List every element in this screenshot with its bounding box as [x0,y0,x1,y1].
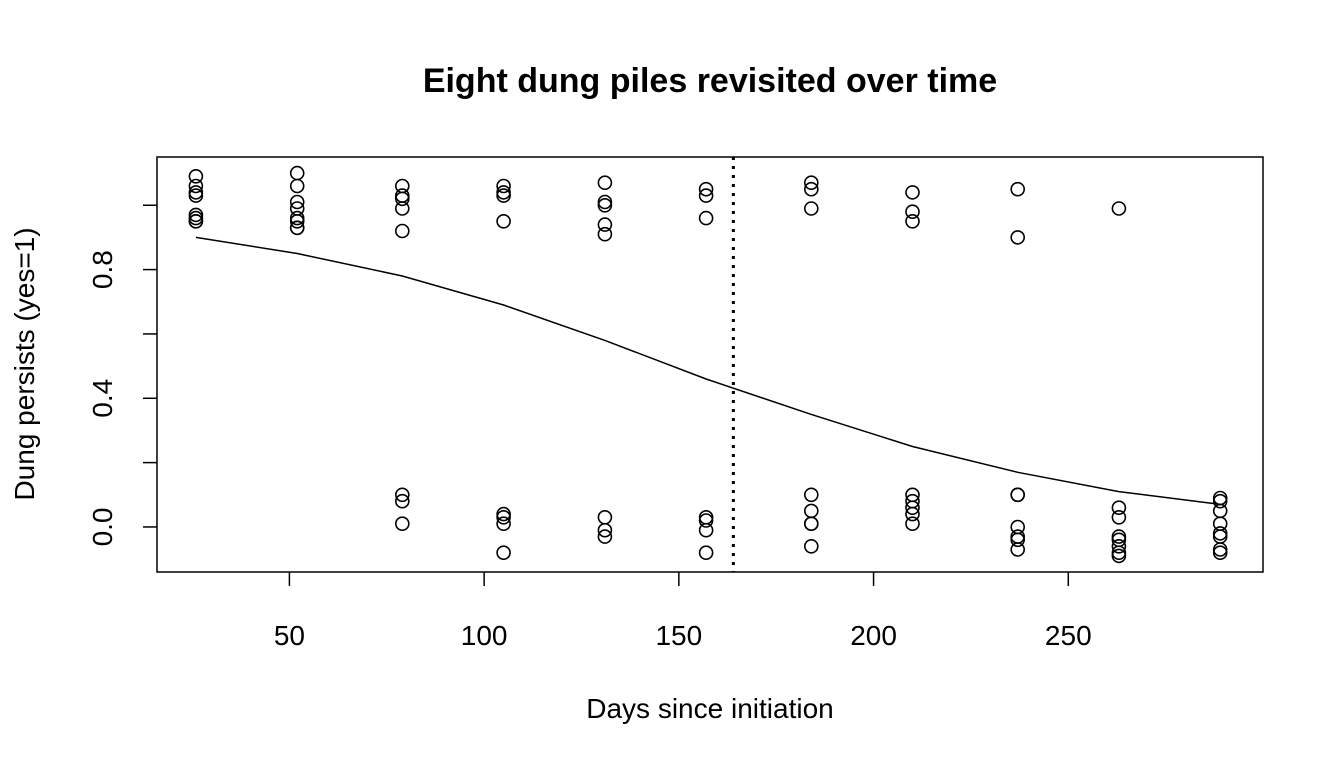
chart-title: Eight dung piles revisited over time [423,62,997,100]
data-point [698,181,714,197]
y-axis-label: Dung persists (yes=1) [9,227,40,500]
data-point [905,516,920,532]
fit-curve [195,236,1221,506]
data-point [496,545,511,561]
data-point [1212,503,1228,519]
data-point [1111,201,1127,216]
data-point [1010,487,1026,503]
plot-frame [156,156,1264,573]
data-point [496,178,511,194]
data-point [1010,542,1026,557]
data-point [188,188,204,203]
data-point [698,522,714,538]
data-point [1111,548,1127,564]
data-point [1010,181,1026,197]
data-point [698,188,714,203]
data-point [1212,493,1228,509]
data-point [803,538,819,554]
x-axis-label: Days since initiation [586,693,833,724]
data-point [803,201,819,216]
data-point [597,509,613,525]
x-tick-label: 200 [850,620,897,651]
data-point [496,214,511,229]
data-point [1111,500,1127,516]
y-tick-label: 0.0 [87,507,118,546]
x-tick-label: 150 [655,620,702,651]
data-point [289,165,305,181]
data-point [698,509,714,525]
data-point [905,500,920,516]
data-point [496,188,511,203]
data-point [597,522,613,538]
x-tick-label: 100 [461,620,508,651]
data-point [394,223,410,239]
data-point [289,194,305,210]
data-point [803,503,819,519]
data-point [698,545,714,561]
data-point [394,516,410,532]
data-point [1212,526,1228,541]
data-point [905,204,920,219]
data-point [597,226,613,242]
plot-layer [188,157,1228,572]
data-point [1010,230,1026,245]
data-point [394,487,410,503]
y-tick-label: 0.4 [87,379,118,418]
data-point [188,214,204,229]
data-point [394,493,410,509]
data-point [597,529,613,544]
x-axis: 50 100 150 200 250 [274,572,1092,651]
data-point [496,509,511,525]
data-point [597,175,613,190]
data-point [597,217,613,232]
data-point [905,185,920,200]
data-point [1212,490,1228,506]
x-tick-label: 250 [1045,620,1092,651]
data-point [803,516,819,532]
data-point [597,194,613,210]
y-tick-label: 0.8 [87,250,118,289]
data-point [1010,529,1026,544]
data-point [188,169,204,184]
data-point [394,201,410,216]
data-point [803,487,819,503]
data-point [698,513,714,528]
y-axis: 0.0 0.4 0.8 [87,204,157,546]
data-point [803,181,819,197]
data-point [905,506,920,522]
data-point [1111,538,1127,554]
data-point [698,210,714,226]
data-point [289,220,305,236]
data-point [394,188,410,203]
data-point [1212,529,1228,544]
data-point [597,198,613,213]
data-point [496,516,511,532]
data-point [188,178,204,194]
data-point [1212,542,1228,557]
data-point [1212,545,1228,561]
data-point [1010,532,1026,548]
data-point [905,214,920,229]
x-tick-label: 50 [274,620,305,651]
data-point [1111,509,1127,525]
data-point [289,214,305,229]
data-point [289,178,305,194]
data-point [188,210,204,226]
data-point [394,191,410,207]
data-point [803,175,819,190]
